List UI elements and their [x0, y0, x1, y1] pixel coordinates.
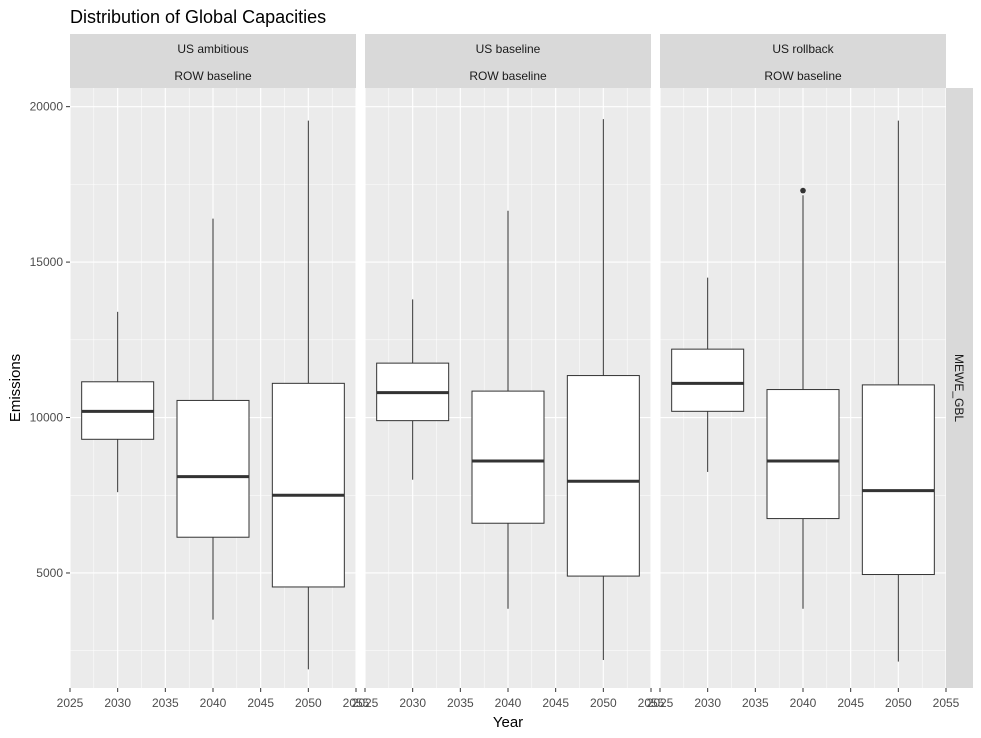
facet-strip-background — [70, 34, 356, 88]
facet-strip-top-label: US baseline — [476, 42, 541, 56]
facet-strip-bottom-label: ROW baseline — [764, 69, 842, 83]
box-iqr — [766, 389, 840, 520]
boxplot-2050 — [861, 120, 935, 662]
boxplot-2030 — [81, 311, 155, 493]
x-tick-label: 2025 — [352, 696, 379, 710]
x-tick-label: 2055 — [343, 696, 370, 710]
facet-strip-top-label: US ambitious — [177, 42, 248, 56]
y-tick-label: 5000 — [36, 566, 63, 580]
box-iqr — [671, 348, 745, 412]
facet-strip-bottom-label: ROW baseline — [174, 69, 252, 83]
boxplot-2030 — [671, 277, 745, 472]
x-tick-label: 2035 — [742, 696, 769, 710]
x-tick-label: 2055 — [933, 696, 960, 710]
x-tick-label: 2045 — [542, 696, 569, 710]
x-tick-label: 2025 — [57, 696, 84, 710]
x-tick-label: 2050 — [295, 696, 322, 710]
box-iqr — [861, 384, 935, 576]
x-tick-label: 2050 — [885, 696, 912, 710]
outlier-point — [800, 187, 806, 194]
x-tick-label: 2045 — [247, 696, 274, 710]
row-strip: MEWE_GBL — [946, 88, 973, 688]
boxplot-2040 — [176, 218, 250, 620]
box-iqr — [271, 382, 345, 588]
facet-strip-top-label: US rollback — [772, 42, 834, 56]
boxplot-2030 — [376, 299, 450, 480]
boxplot-2040 — [471, 210, 545, 609]
facet-panel-2: US baseline ROW baseline 2025 2030 2035 2040 2… — [352, 34, 665, 710]
x-tick-label: 2055 — [638, 696, 665, 710]
x-tick-label: 2040 — [790, 696, 817, 710]
boxplot-2040 — [766, 187, 840, 609]
y-tick-label: 10000 — [30, 411, 64, 425]
x-tick-label: 2030 — [399, 696, 426, 710]
y-tick-label: 15000 — [30, 255, 64, 269]
y-axis-title: Emissions — [7, 354, 24, 422]
y-tick-label: 20000 — [30, 100, 64, 114]
boxplot-2050 — [271, 120, 345, 670]
row-strip-background — [946, 88, 973, 688]
chart-title: Distribution of Global Capacities — [70, 7, 326, 27]
x-tick-label: 2050 — [590, 696, 617, 710]
x-tick-label: 2030 — [104, 696, 131, 710]
facet-panel-3: US rollback ROW baseline 2025 2030 2035 2040 2… — [647, 34, 960, 710]
facet-strip-bottom-label: ROW baseline — [469, 69, 547, 83]
row-strip-label: MEWE_GBL — [952, 354, 966, 422]
x-tick-label: 2035 — [152, 696, 179, 710]
x-axis-title: Year — [493, 714, 523, 731]
y-axis: 5000 10000 15000 20000 — [30, 100, 70, 580]
facet-panels: US ambitious ROW baseline 2025 2030 2035 2040… — [57, 34, 960, 710]
box-iqr — [566, 375, 640, 577]
x-tick-label: 2035 — [447, 696, 474, 710]
x-tick-label: 2040 — [200, 696, 227, 710]
facet-strip-background — [660, 34, 946, 88]
x-tick-label: 2030 — [694, 696, 721, 710]
box-iqr — [176, 399, 250, 538]
facet-panel-1: US ambitious ROW baseline 2025 2030 2035 2040… — [57, 34, 370, 710]
box-iqr — [471, 390, 545, 524]
facet-strip-background — [365, 34, 651, 88]
boxplot-2050 — [566, 119, 640, 661]
x-tick-label: 2045 — [837, 696, 864, 710]
x-tick-label: 2040 — [495, 696, 522, 710]
x-tick-label: 2025 — [647, 696, 674, 710]
